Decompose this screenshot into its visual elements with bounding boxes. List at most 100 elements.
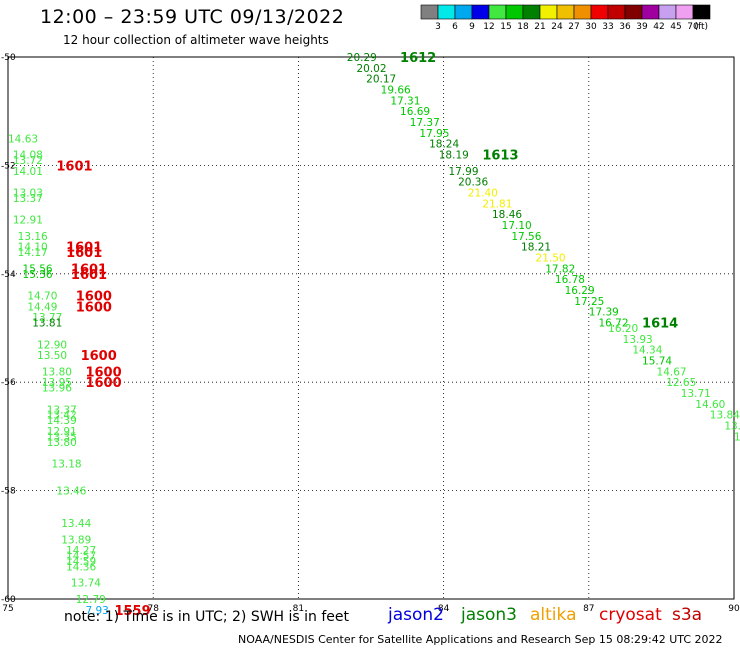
pass-time-label: 1601	[71, 262, 107, 277]
wave-height-label: 14.08	[13, 150, 43, 162]
wave-height-label: 13.18	[52, 459, 82, 471]
colorbar-tick-label: 12	[483, 22, 494, 32]
colorbar-tick-label: 39	[636, 22, 648, 32]
wave-height-label: 16.78	[555, 274, 585, 286]
wave-height-label: 17.82	[545, 263, 575, 275]
colorbar-tick-label: 9	[469, 22, 475, 32]
wave-height-label: 13.46	[56, 486, 86, 498]
lat-tick-label: -60	[1, 595, 16, 605]
pass-time-label: 1601	[66, 246, 102, 261]
lon-tick-label: 90	[728, 604, 740, 614]
wave-height-label: 17.39	[589, 307, 619, 319]
wave-height-label: 17.37	[410, 117, 440, 129]
page-subtitle: 12 hour collection of altimeter wave hei…	[63, 33, 329, 47]
colorbar-tick-label: 42	[653, 22, 664, 32]
lat-tick-label: -54	[1, 270, 16, 280]
wave-height-label: 17.25	[574, 296, 604, 308]
colorbar-swatch	[590, 4, 609, 20]
colorbar-swatch	[624, 4, 643, 20]
wave-height-label: 18.19	[439, 150, 469, 162]
colorbar-swatch	[607, 4, 626, 20]
pass-time-label: 1600	[76, 289, 112, 304]
wave-height-label: 16.69	[400, 106, 430, 118]
lon-tick-label: 81	[293, 604, 304, 614]
wave-height-label: 13.74	[71, 578, 101, 590]
wave-height-label: 7.93	[85, 605, 108, 617]
wave-height-label: 17.56	[511, 231, 541, 243]
pass-time-label: 1600	[85, 376, 121, 391]
colorbar-tick-label: 6	[452, 22, 458, 32]
colorbar-swatch	[420, 4, 439, 20]
colorbar-swatch	[522, 4, 541, 20]
colorbar-tick-label: 3	[435, 22, 441, 32]
wave-height-label: 13.35	[47, 431, 77, 443]
page-title: 12:00 – 23:59 UTC 09/13/2022	[40, 6, 345, 28]
colorbar-swatch	[641, 4, 660, 20]
wave-height-label: 14.70	[27, 290, 57, 302]
wave-height-label: 12.91	[47, 426, 77, 438]
wave-height-label: 20.36	[458, 177, 488, 189]
colorbar-swatch	[556, 4, 575, 20]
wave-height-label: 13.71	[681, 388, 711, 400]
lon-tick-label: 78	[147, 604, 159, 614]
colorbar-tick-label: 30	[585, 22, 597, 32]
wave-height-label: 13.95	[42, 377, 72, 389]
wave-height-label: 13.16	[18, 231, 48, 243]
legend-s3a: s3a	[672, 605, 703, 625]
legend-jason2: jason2	[388, 605, 444, 625]
colorbar-swatch	[692, 4, 711, 20]
pass-time-label: 1613	[482, 149, 518, 164]
wave-height-label: 20.29	[347, 52, 377, 64]
legend-altika: altika	[530, 605, 577, 625]
pass-time-label: 1601	[66, 241, 102, 256]
colorbar-unit-label: (ft)	[694, 22, 708, 32]
wave-height-label: 12	[734, 431, 740, 443]
wave-height-label: 14.34	[632, 345, 662, 357]
colorbar-legend: 3 6 9 12 15 18 21 24 27 30 33 36 39 42 45 70(ft)	[420, 4, 711, 32]
wave-height-label: 13.81	[32, 318, 62, 330]
wave-height-label: 17.99	[448, 166, 478, 178]
colorbar-swatch	[488, 4, 507, 20]
wave-height-label: 13.44	[61, 518, 91, 530]
colorbar-swatch	[505, 4, 524, 20]
colorbar-swatch	[573, 4, 592, 20]
wave-height-label: 14.67	[657, 366, 687, 378]
wave-height-label: 13.03	[13, 188, 43, 200]
wave-height-labels: 20.2920.0220.1719.6617.3116.6917.3717.95…	[8, 52, 740, 617]
wave-height-label: 18.24	[429, 139, 459, 151]
wave-height-label: 13.77	[32, 312, 62, 324]
wave-height-label: 14.63	[8, 133, 38, 145]
wave-height-label: 14.10	[18, 242, 48, 254]
wave-height-label: 14.36	[66, 561, 96, 573]
wave-height-label: 13.72	[724, 421, 740, 433]
pass-time-label: 1601	[71, 268, 107, 283]
colorbar-swatch	[658, 4, 677, 20]
wave-height-label: 14.59	[66, 556, 96, 568]
wave-height-label: 12.91	[13, 215, 43, 227]
wave-height-label: 12.79	[76, 594, 106, 606]
wave-height-label: 21.81	[482, 198, 512, 210]
wave-height-label: 13.37	[13, 193, 43, 205]
colorbar-tick-label: 45	[670, 22, 681, 32]
wave-height-label: 13.89	[61, 534, 91, 546]
colorbar-swatch	[675, 4, 694, 20]
wave-height-label: 18.46	[492, 209, 522, 221]
wave-height-label: 21.50	[536, 253, 566, 265]
colorbar-swatch	[539, 4, 558, 20]
colorbar-tick-label: 24	[551, 22, 563, 32]
wave-height-label: 13.37	[47, 404, 77, 416]
graticule	[8, 57, 734, 599]
wave-height-label: 17.10	[502, 220, 532, 232]
wave-height-label: 14.39	[47, 415, 77, 427]
colorbar-tick-label: 27	[568, 22, 579, 32]
wave-height-label: 13.80	[47, 437, 77, 449]
colorbar-swatch	[437, 4, 456, 20]
credit-line: NOAA/NESDIS Center for Satellite Applica…	[238, 633, 723, 646]
pass-time-label: 1600	[76, 300, 112, 315]
pass-time-label: 1559	[114, 604, 150, 619]
wave-height-label: 15.56	[23, 263, 53, 275]
wave-height-label: 12.90	[37, 339, 67, 351]
pass-time-label: 1600	[81, 349, 117, 364]
wave-height-label: 14.27	[66, 545, 96, 557]
